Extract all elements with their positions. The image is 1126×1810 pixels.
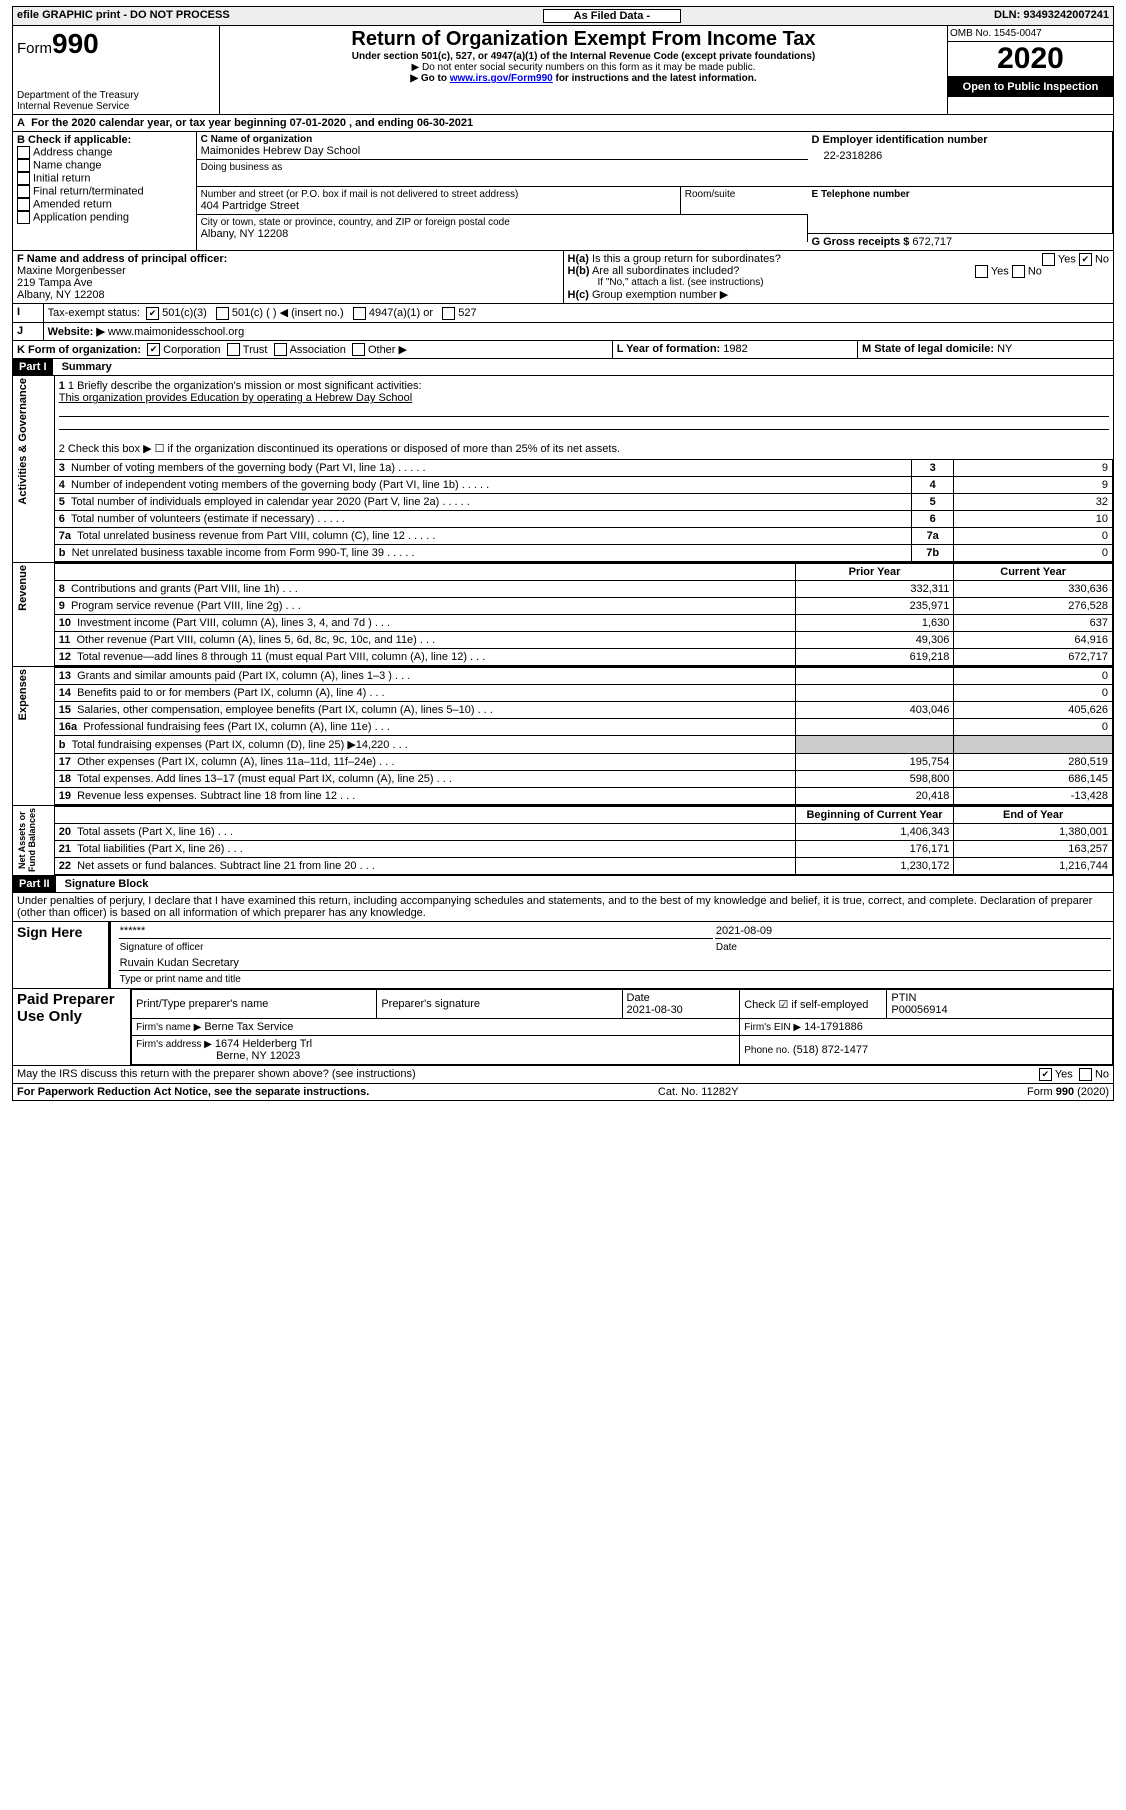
side-exp: Expenses — [17, 669, 29, 720]
strip-mid: As Filed Data - — [543, 9, 681, 23]
phone: Phone no. (518) 872-1477 — [740, 1036, 1113, 1065]
line2: 2 Check this box ▶ ☐ if the organization… — [59, 442, 1109, 455]
i-marker: I — [13, 304, 44, 322]
expense-block: Expenses 13 Grants and similar amounts p… — [13, 667, 1113, 806]
date-label: Date — [715, 941, 1111, 954]
j-row: Website: ▶ www.maimonidesschool.org — [44, 323, 1113, 340]
b-opt: Application pending — [17, 211, 192, 224]
exp-table: 13 Grants and similar amounts paid (Part… — [55, 667, 1113, 805]
form-990-page: efile GRAPHIC print - DO NOT PROCESS As … — [12, 6, 1114, 1101]
sig-mask: ****** — [119, 924, 713, 939]
h1: Print/Type preparer's name — [132, 990, 377, 1019]
rev-table: Prior YearCurrent Year 8 Contributions a… — [55, 563, 1113, 666]
b-opt: Amended return — [17, 198, 192, 211]
perjury: Under penalties of perjury, I declare th… — [13, 892, 1113, 922]
h-b-note: If "No," attach a list. (see instruction… — [568, 277, 1110, 288]
sig-label: Signature of officer — [119, 941, 713, 954]
governance-block: Activities & Governance 1 1 Briefly desc… — [13, 376, 1113, 563]
city: Albany, NY 12208 — [201, 228, 803, 240]
netassets-block: Net Assets or Fund Balances Beginning of… — [13, 806, 1113, 876]
m-row: M State of legal domicile: NY — [858, 341, 1113, 359]
footer-mid: Cat. No. 11282Y — [658, 1086, 739, 1098]
footer-right: Form 990 (2020) — [1027, 1086, 1109, 1098]
b-opt: Address change — [17, 146, 192, 159]
strip-right: DLN: 93493242007241 — [994, 9, 1109, 23]
d-value: 22-2318286 — [812, 146, 1108, 162]
subtitle: Under section 501(c), 527, or 4947(a)(1)… — [220, 51, 947, 62]
note1: ▶ Do not enter social security numbers o… — [220, 62, 947, 73]
b-opt: Name change — [17, 159, 192, 172]
revenue-block: Revenue Prior YearCurrent Year 8 Contrib… — [13, 563, 1113, 667]
l-row: L Year of formation: 1982 — [613, 341, 858, 359]
firm-addr: Firm's address ▶ 1674 Helderberg TrlBern… — [132, 1036, 740, 1065]
title: Return of Organization Exempt From Incom… — [220, 26, 947, 51]
note2: ▶ Go to www.irs.gov/Form990 for instruct… — [220, 73, 947, 84]
k-row: K Form of organization: ✔Corporation Tru… — [13, 341, 613, 359]
sign-here: Sign Here — [13, 922, 109, 988]
side-na: Net Assets or Fund Balances — [17, 808, 37, 872]
street-label: Number and street (or P.O. box if mail i… — [201, 189, 676, 200]
b-opt: Final return/terminated — [17, 185, 192, 198]
name-label: Type or print name and title — [119, 973, 1111, 986]
part1-title: Summary — [56, 361, 112, 373]
footer-left: For Paperwork Reduction Act Notice, see … — [17, 1086, 369, 1098]
part2-title: Signature Block — [59, 878, 149, 890]
line1-text: This organization provides Education by … — [59, 392, 1109, 404]
dba-label: Doing business as — [201, 162, 804, 173]
paid-preparer-block: Paid Preparer Use Only Print/Type prepar… — [13, 989, 1113, 1066]
firm: Firm's name ▶ Berne Tax Service — [132, 1019, 740, 1036]
section-bcdefgh: B Check if applicable: Address change Na… — [13, 132, 1113, 251]
d-label: D Employer identification number — [812, 134, 1108, 146]
side-rev: Revenue — [17, 565, 29, 611]
officer-name: Ruvain Kudan Secretary — [119, 956, 1111, 971]
h-c: H(c) Group exemption number ▶ — [568, 288, 1110, 301]
g-label: G Gross receipts $ — [812, 236, 910, 248]
na-table: Beginning of Current YearEnd of Year 20 … — [55, 806, 1113, 875]
part2-label: Part II — [13, 876, 56, 892]
i-row: Tax-exempt status: ✔501(c)(3) 501(c) ( )… — [44, 304, 1113, 322]
line1-label: 1 1 Briefly describe the organization's … — [59, 380, 1109, 392]
h-a: H(a) Is this a group return for subordin… — [568, 253, 1110, 265]
dept: Department of the Treasury Internal Reve… — [17, 90, 215, 112]
form-number: Form990 — [17, 28, 215, 60]
header: Form990 Department of the Treasury Inter… — [13, 26, 1113, 115]
f-addr1: 219 Tampa Ave — [17, 277, 559, 289]
strip-left: efile GRAPHIC print - DO NOT PROCESS — [17, 9, 230, 23]
open-inspection: Open to Public Inspection — [948, 77, 1113, 97]
c-name: Maimonides Hebrew Day School — [201, 145, 804, 157]
irs-link[interactable]: www.irs.gov/Form990 — [450, 73, 553, 84]
room-label: Room/suite — [681, 187, 808, 214]
b-opt: Initial return — [17, 172, 192, 185]
paid-left: Paid Preparer Use Only — [13, 989, 131, 1065]
h5: PTINP00056914 — [887, 990, 1113, 1019]
f-addr2: Albany, NY 12208 — [17, 289, 559, 301]
gov-table: 3 Number of voting members of the govern… — [55, 459, 1113, 562]
part1-label: Part I — [13, 359, 53, 375]
e-label: E Telephone number — [812, 189, 1108, 200]
discuss-q: May the IRS discuss this return with the… — [17, 1068, 416, 1081]
h4: Check ☑ if self-employed — [740, 990, 887, 1019]
h-b: H(b) Are all subordinates included? Yes … — [568, 265, 1110, 277]
h3: Date2021-08-30 — [622, 990, 740, 1019]
g-value: 672,717 — [912, 236, 952, 248]
c-name-label: C Name of organization — [201, 134, 804, 145]
h2: Preparer's signature — [377, 990, 622, 1019]
f-label: F Name and address of principal officer: — [17, 253, 559, 265]
b-label: B Check if applicable: — [17, 134, 192, 146]
omb: OMB No. 1545-0047 — [948, 26, 1113, 42]
efile-strip: efile GRAPHIC print - DO NOT PROCESS As … — [13, 7, 1113, 26]
ein: Firm's EIN ▶ 14-1791886 — [740, 1019, 1113, 1036]
city-label: City or town, state or province, country… — [201, 217, 803, 228]
sig-date: 2021-08-09 — [715, 924, 1111, 939]
line-a: A For the 2020 calendar year, or tax yea… — [13, 115, 1113, 131]
j-marker: J — [13, 323, 44, 340]
side-gov: Activities & Governance — [17, 378, 29, 505]
sign-here-block: Sign Here ****** 2021-08-09 Signature of… — [13, 922, 1113, 989]
f-name: Maxine Morgenbesser — [17, 265, 559, 277]
year: 2020 — [948, 42, 1113, 77]
street: 404 Partridge Street — [201, 200, 676, 212]
